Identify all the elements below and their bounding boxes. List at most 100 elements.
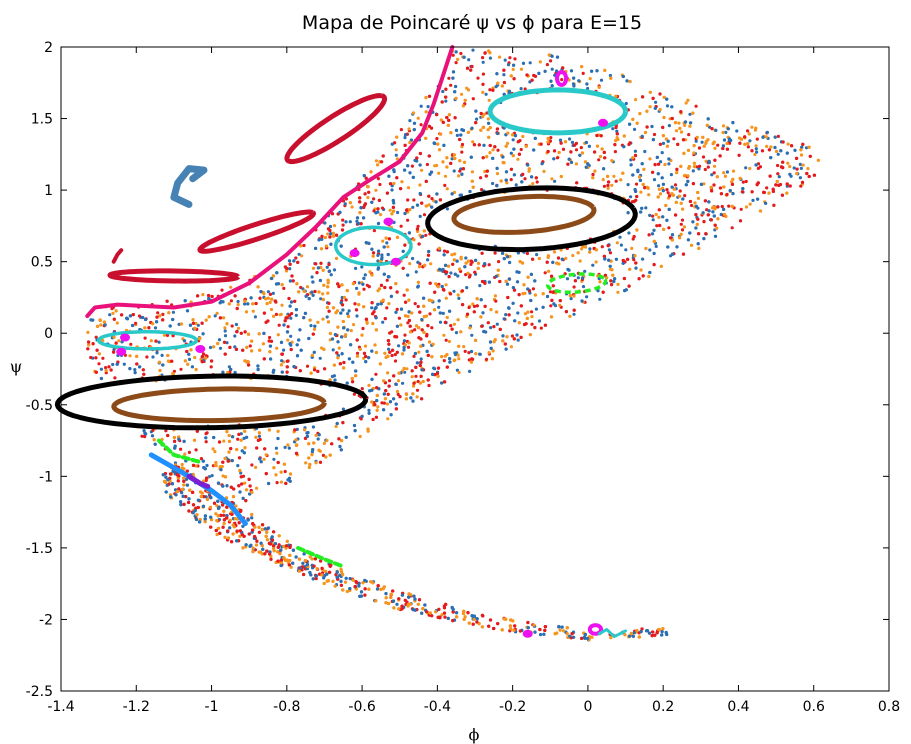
sea-point bbox=[681, 138, 686, 142]
sea-point bbox=[325, 265, 329, 269]
sea-point bbox=[392, 209, 396, 213]
sea-point bbox=[439, 132, 443, 136]
sea-point bbox=[645, 125, 649, 129]
sea-point bbox=[447, 76, 451, 80]
sea-point bbox=[519, 304, 523, 308]
sea-point bbox=[475, 297, 479, 301]
sea-point bbox=[89, 355, 93, 360]
sea-point bbox=[338, 362, 342, 366]
sea-point bbox=[660, 633, 664, 637]
sea-point bbox=[800, 145, 804, 149]
sea-point bbox=[311, 332, 315, 336]
sea-point bbox=[643, 130, 648, 135]
sea-point bbox=[190, 365, 194, 369]
sea-point bbox=[340, 283, 344, 287]
sea-point bbox=[605, 276, 609, 280]
sea-point bbox=[349, 329, 353, 333]
sea-point bbox=[662, 227, 666, 231]
sea-point bbox=[799, 166, 803, 170]
sea-point bbox=[448, 309, 452, 313]
sea-point bbox=[634, 182, 639, 186]
sea-point bbox=[236, 437, 240, 441]
sea-point bbox=[688, 124, 692, 128]
sea-point bbox=[411, 399, 415, 403]
sea-point bbox=[327, 262, 331, 267]
sea-point bbox=[261, 342, 265, 346]
sea-point bbox=[433, 367, 437, 371]
sea-point bbox=[340, 335, 344, 339]
sea-point bbox=[764, 135, 768, 139]
sea-point bbox=[712, 171, 716, 175]
sea-point bbox=[635, 121, 639, 125]
sea-point bbox=[559, 174, 563, 179]
sea-point bbox=[631, 117, 635, 121]
sea-point bbox=[545, 63, 550, 67]
sea-point bbox=[300, 254, 304, 258]
sea-point bbox=[470, 126, 474, 130]
sea-point bbox=[679, 130, 684, 134]
sea-point bbox=[351, 360, 355, 364]
sea-point bbox=[701, 155, 706, 159]
sea-point bbox=[598, 154, 603, 159]
sea-point bbox=[658, 223, 662, 228]
sea-point bbox=[395, 135, 399, 139]
sea-point bbox=[648, 90, 652, 94]
sea-point bbox=[179, 447, 183, 451]
sea-point bbox=[379, 283, 384, 287]
sea-point bbox=[218, 301, 222, 305]
sea-point bbox=[309, 371, 313, 375]
sea-point bbox=[731, 169, 736, 173]
sea-point bbox=[479, 176, 483, 180]
sea-point bbox=[365, 321, 369, 325]
sea-point bbox=[393, 359, 398, 363]
sea-point bbox=[647, 233, 651, 237]
sea-point bbox=[331, 234, 335, 238]
sea-point bbox=[233, 294, 237, 298]
sea-point bbox=[362, 174, 366, 178]
sea-point bbox=[530, 322, 534, 326]
sea-point bbox=[679, 164, 683, 168]
sea-point bbox=[441, 287, 445, 292]
sea-point bbox=[445, 187, 449, 191]
sea-point bbox=[324, 244, 329, 248]
sea-point bbox=[427, 194, 431, 198]
sea-point bbox=[95, 348, 99, 352]
sea-point bbox=[549, 304, 553, 308]
sea-point bbox=[233, 370, 237, 375]
sea-point bbox=[223, 329, 227, 333]
sea-point bbox=[641, 182, 645, 187]
sea-point bbox=[415, 156, 419, 160]
sea-point bbox=[326, 232, 330, 236]
sea-point bbox=[395, 157, 399, 161]
sea-point bbox=[371, 321, 375, 326]
sea-point bbox=[691, 182, 696, 186]
sea-point bbox=[428, 281, 432, 285]
sea-point bbox=[412, 381, 416, 385]
sea-point bbox=[308, 318, 312, 322]
sea-point bbox=[546, 254, 551, 258]
sea-point bbox=[516, 311, 520, 315]
sea-point bbox=[691, 169, 695, 173]
sea-point bbox=[798, 176, 803, 180]
sea-point bbox=[246, 332, 251, 336]
sea-point bbox=[624, 248, 628, 252]
sea-point bbox=[689, 121, 693, 125]
sea-point bbox=[386, 339, 390, 343]
sea-point bbox=[280, 352, 284, 356]
sea-point bbox=[653, 106, 657, 110]
sea-point bbox=[520, 180, 524, 184]
sea-point bbox=[279, 480, 283, 484]
sea-point bbox=[755, 150, 759, 154]
sea-point bbox=[324, 455, 328, 459]
sea-point bbox=[97, 362, 101, 366]
sea-point bbox=[279, 363, 283, 367]
sea-point bbox=[602, 254, 607, 258]
sea-point bbox=[346, 314, 351, 319]
sea-point bbox=[641, 95, 645, 99]
sea-point bbox=[222, 316, 226, 320]
sea-point bbox=[572, 308, 576, 312]
sea-point bbox=[484, 330, 488, 334]
sea-point bbox=[724, 130, 728, 134]
sea-point bbox=[468, 273, 472, 277]
sea-point bbox=[681, 252, 686, 256]
